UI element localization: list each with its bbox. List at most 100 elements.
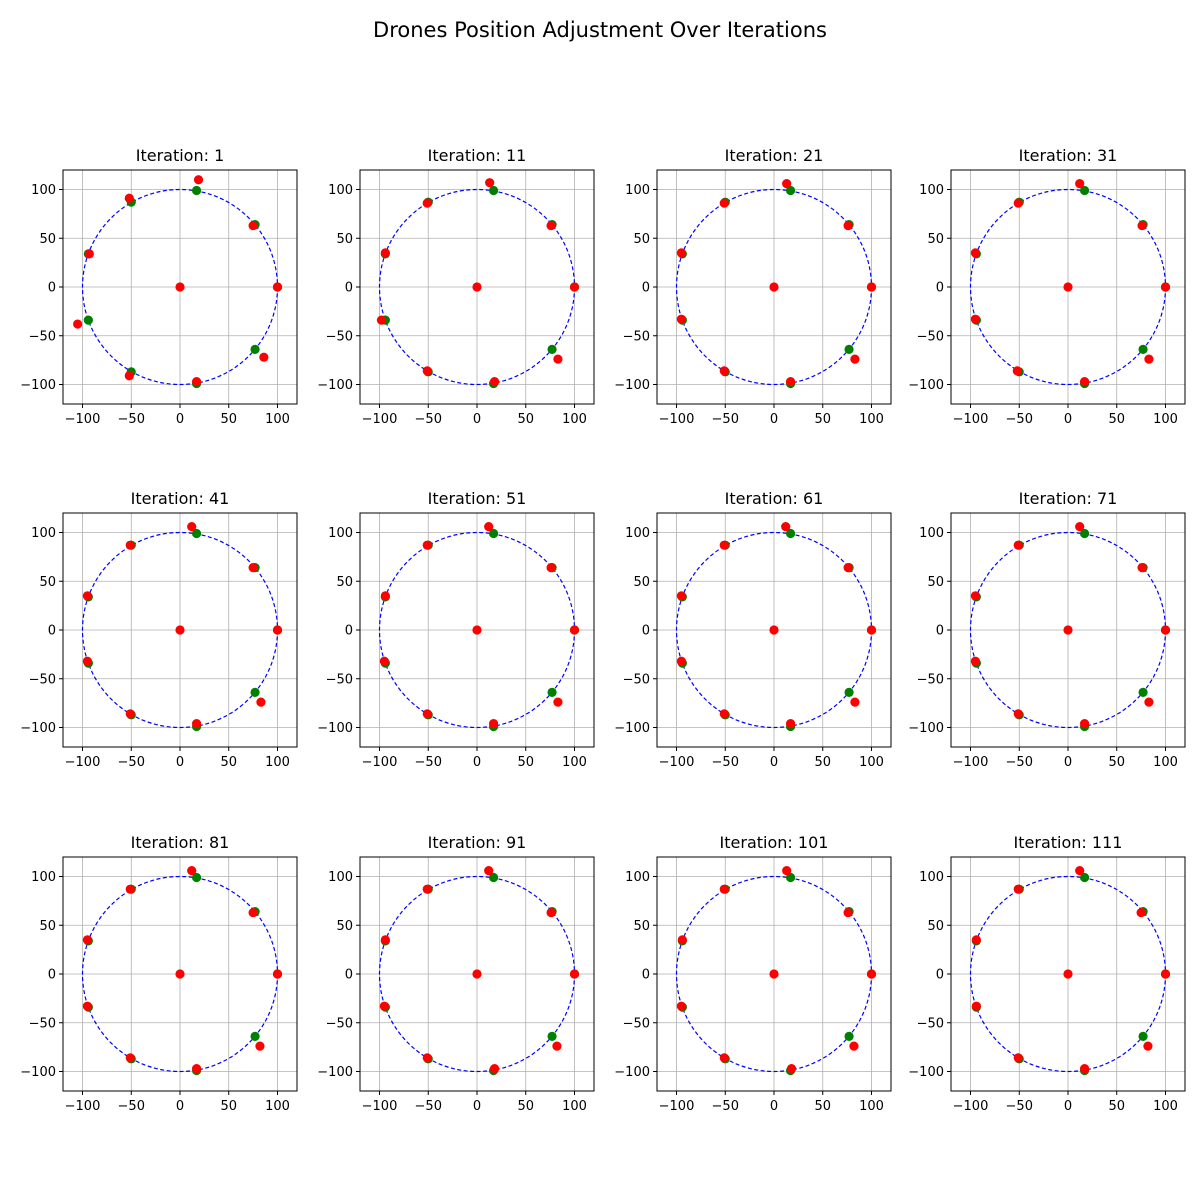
x-tick-label: 50 [220,412,237,427]
drone-point [850,354,860,364]
x-tick-label: −100 [65,755,101,770]
drone-point [1063,969,1073,979]
drone-point [786,1063,797,1074]
x-tick-label: 100 [1153,412,1178,427]
drone-point [175,969,185,979]
drone-point [272,625,283,635]
drone-point [472,282,482,292]
target-point [785,528,796,539]
target-point [83,315,93,325]
x-tick-label: −100 [953,1099,989,1114]
target-point [191,528,202,539]
drone-point [769,625,779,635]
drone-point [866,625,877,635]
y-tick-label: −100 [614,1065,650,1080]
drone-point [1012,366,1022,376]
drone-point [82,656,92,666]
y-tick-label: 0 [936,968,944,983]
drone-point [489,376,500,387]
x-tick-label: −50 [415,1099,442,1114]
drone-point [866,969,877,979]
drone-point [1013,1053,1023,1063]
y-tick-label: 0 [642,968,650,983]
drone-point [676,656,686,666]
drone-point [124,193,134,203]
drone-point [191,719,202,729]
subplot: −100 −50 0 50 100 −100 −50 0 50 100 Iteration: 11 [317,146,595,427]
target-point [488,528,499,539]
y-tick-label: −50 [623,672,650,687]
x-tick-label: 100 [265,1099,290,1114]
y-tick-label: 100 [31,183,56,198]
x-tick-label: 50 [1108,412,1125,427]
y-tick-label: 50 [927,919,944,934]
subplot: −100 −50 0 50 100 −100 −50 0 50 100 Iteration: 21 [614,146,892,427]
drone-point [175,625,185,635]
figure-title: Drones Position Adjustment Over Iteratio… [373,18,827,42]
subplot-title: Iteration: 71 [1019,489,1118,508]
drone-point [484,866,494,876]
x-tick-label: −100 [659,412,695,427]
target-point [785,872,796,883]
y-tick-label: −100 [317,721,353,736]
y-tick-label: 0 [48,624,56,639]
subplot-title: Iteration: 81 [131,833,230,852]
target-point [250,344,260,354]
drone-point [272,282,283,292]
target-point [488,872,499,883]
subplot: −100 −50 0 50 100 −100 −50 0 50 100 Iteration: 31 [908,146,1186,427]
drone-point [1160,282,1171,292]
y-tick-label: −100 [908,1065,944,1080]
drone-point [843,907,853,918]
y-tick-label: −100 [908,378,944,393]
drone-point [82,1001,92,1011]
drone-point [1144,697,1154,707]
subplot: −100 −50 0 50 100 −100 −50 0 50 100 Iteration: 91 [317,833,595,1114]
y-tick-label: 100 [919,183,944,198]
drone-point [422,198,432,208]
drone-point [1013,709,1023,719]
drone-point [970,591,980,601]
y-tick-label: −100 [317,378,353,393]
drone-point [569,625,580,635]
drone-point [676,591,686,601]
x-tick-label: 0 [176,1099,184,1114]
target-point [785,185,796,196]
x-tick-label: 0 [473,1099,481,1114]
y-tick-label: −100 [20,378,56,393]
drone-point [971,935,981,945]
drone-point [676,248,686,258]
drone-point [785,719,796,729]
y-tick-label: 100 [328,870,353,885]
subplot-title: Iteration: 31 [1019,146,1118,165]
x-tick-label: −50 [415,755,442,770]
x-tick-label: −100 [65,1099,101,1114]
x-tick-label: −50 [712,755,739,770]
drone-point [73,319,83,329]
drone-point [719,884,729,894]
y-tick-label: −100 [614,721,650,736]
drone-point [191,1063,202,1074]
drone-point [850,697,860,707]
y-tick-label: −50 [29,1016,56,1031]
x-tick-label: −100 [659,1099,695,1114]
drone-point [248,563,258,573]
drone-point [546,220,556,231]
subplot-title: Iteration: 101 [720,833,829,852]
drone-point [1013,198,1023,208]
drone-point [719,709,729,719]
target-point [191,185,202,196]
drone-point [676,314,686,324]
drone-point [489,1063,500,1074]
x-tick-label: 0 [770,1099,778,1114]
drone-point [259,352,269,362]
drone-point [1013,540,1023,550]
drone-point [1143,1041,1153,1051]
x-tick-label: −50 [1006,412,1033,427]
subplot: −100 −50 0 50 100 −100 −50 0 50 100 Iteration: 71 [908,489,1186,770]
y-tick-label: −50 [917,329,944,344]
drone-point [719,198,729,208]
drone-point [380,935,390,945]
drone-point [1136,907,1146,918]
drone-point [1144,354,1154,364]
